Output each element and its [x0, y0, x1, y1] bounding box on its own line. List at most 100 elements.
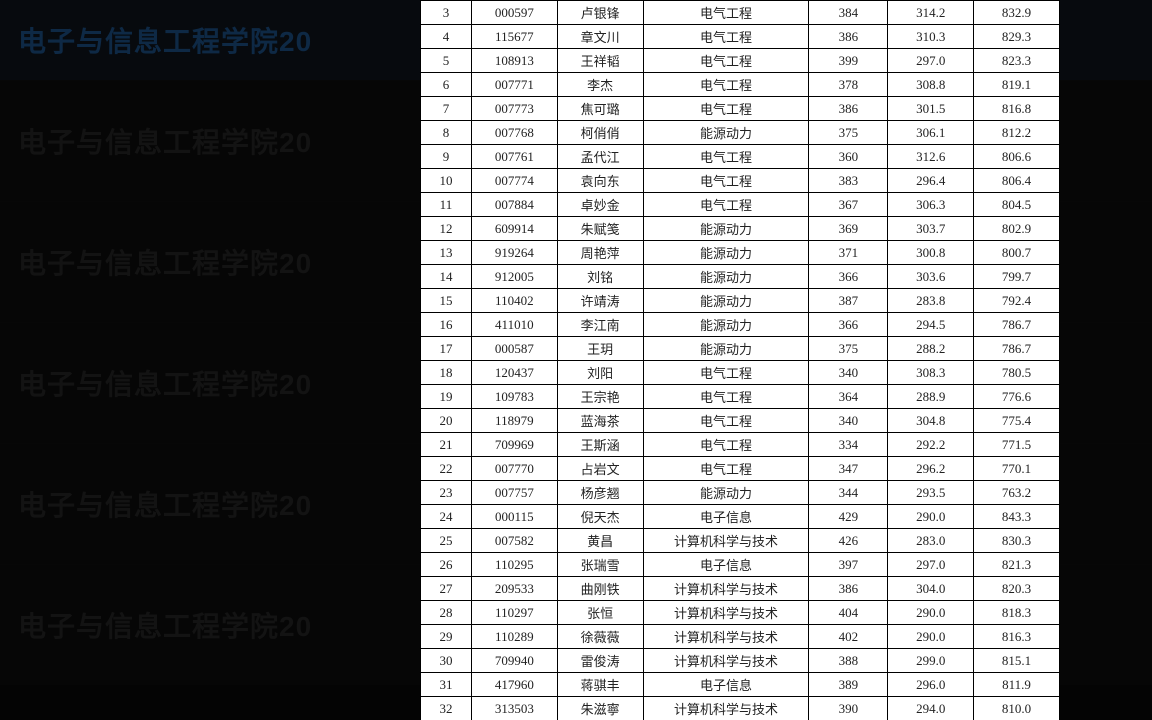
table-row: 19109783王宗艳电气工程364288.9776.6: [421, 385, 1060, 409]
table-cell: 347: [809, 457, 888, 481]
table-cell: 300.8: [888, 241, 974, 265]
table-cell: 378: [809, 73, 888, 97]
table-cell: 110402: [471, 289, 557, 313]
table-cell: 张瑞雪: [557, 553, 643, 577]
table-cell: 计算机科学与技术: [643, 601, 809, 625]
table-cell: 电气工程: [643, 25, 809, 49]
table-cell: 771.5: [974, 433, 1060, 457]
table-cell: 296.0: [888, 673, 974, 697]
table-cell: 371: [809, 241, 888, 265]
table-cell: 000597: [471, 1, 557, 25]
table-cell: 314.2: [888, 1, 974, 25]
table-cell: 308.8: [888, 73, 974, 97]
table-cell: 电气工程: [643, 49, 809, 73]
table-cell: 297.0: [888, 49, 974, 73]
table-cell: 电子信息: [643, 553, 809, 577]
table-cell: 386: [809, 97, 888, 121]
table-cell: 7: [421, 97, 472, 121]
table-cell: 26: [421, 553, 472, 577]
table-cell: 能源动力: [643, 217, 809, 241]
table-row: 22007770占岩文电气工程347296.2770.1: [421, 457, 1060, 481]
table-cell: 775.4: [974, 409, 1060, 433]
table-cell: 计算机科学与技术: [643, 625, 809, 649]
table-row: 6007771李杰电气工程378308.8819.1: [421, 73, 1060, 97]
table-row: 8007768柯俏俏能源动力375306.1812.2: [421, 121, 1060, 145]
table-cell: 383: [809, 169, 888, 193]
table-cell: 799.7: [974, 265, 1060, 289]
table-cell: 369: [809, 217, 888, 241]
table-row: 21709969王斯涵电气工程334292.2771.5: [421, 433, 1060, 457]
table-cell: 许靖涛: [557, 289, 643, 313]
table-cell: 6: [421, 73, 472, 97]
table-cell: 007771: [471, 73, 557, 97]
table-cell: 周艳萍: [557, 241, 643, 265]
table-cell: 16: [421, 313, 472, 337]
table-cell: 20: [421, 409, 472, 433]
table-cell: 800.7: [974, 241, 1060, 265]
table-cell: 340: [809, 409, 888, 433]
table-cell: 王斯涵: [557, 433, 643, 457]
table-cell: 曲刚铁: [557, 577, 643, 601]
table-cell: 能源动力: [643, 481, 809, 505]
table-cell: 23: [421, 481, 472, 505]
table-cell: 390: [809, 697, 888, 720]
table-cell: 18: [421, 361, 472, 385]
table-cell: 812.2: [974, 121, 1060, 145]
document-preview[interactable]: 3000597卢银锋电气工程384314.2832.94115677章文川电气工…: [420, 0, 1060, 720]
table-row: 5108913王祥韬电气工程399297.0823.3: [421, 49, 1060, 73]
table-cell: 399: [809, 49, 888, 73]
table-cell: 806.6: [974, 145, 1060, 169]
table-cell: 007761: [471, 145, 557, 169]
table-cell: 13: [421, 241, 472, 265]
table-row: 24000115倪天杰电子信息429290.0843.3: [421, 505, 1060, 529]
table-cell: 815.1: [974, 649, 1060, 673]
table-cell: 007757: [471, 481, 557, 505]
table-cell: 709969: [471, 433, 557, 457]
table-cell: 黄昌: [557, 529, 643, 553]
table-cell: 5: [421, 49, 472, 73]
table-cell: 000115: [471, 505, 557, 529]
table-cell: 雷俊涛: [557, 649, 643, 673]
table-cell: 3: [421, 1, 472, 25]
table-cell: 288.2: [888, 337, 974, 361]
table-cell: 830.3: [974, 529, 1060, 553]
table-cell: 能源动力: [643, 289, 809, 313]
table-cell: 832.9: [974, 1, 1060, 25]
table-cell: 刘阳: [557, 361, 643, 385]
table-cell: 387: [809, 289, 888, 313]
table-cell: 299.0: [888, 649, 974, 673]
table-cell: 301.5: [888, 97, 974, 121]
table-cell: 24: [421, 505, 472, 529]
table-cell: 11: [421, 193, 472, 217]
table-cell: 29: [421, 625, 472, 649]
table-cell: 340: [809, 361, 888, 385]
table-row: 26110295张瑞雪电子信息397297.0821.3: [421, 553, 1060, 577]
table-cell: 303.7: [888, 217, 974, 241]
table-cell: 290.0: [888, 601, 974, 625]
table-cell: 806.4: [974, 169, 1060, 193]
table-cell: 12: [421, 217, 472, 241]
table-cell: 张恒: [557, 601, 643, 625]
table-row: 18120437刘阳电气工程340308.3780.5: [421, 361, 1060, 385]
table-cell: 283.8: [888, 289, 974, 313]
table-row: 23007757杨彦翘能源动力344293.5763.2: [421, 481, 1060, 505]
table-cell: 384: [809, 1, 888, 25]
table-cell: 王宗艳: [557, 385, 643, 409]
table-cell: 818.3: [974, 601, 1060, 625]
table-cell: 312.6: [888, 145, 974, 169]
table-cell: 电气工程: [643, 193, 809, 217]
table-cell: 802.9: [974, 217, 1060, 241]
table-cell: 电子信息: [643, 505, 809, 529]
table-cell: 007774: [471, 169, 557, 193]
table-cell: 朱滋寧: [557, 697, 643, 720]
table-row: 9007761孟代江电气工程360312.6806.6: [421, 145, 1060, 169]
table-cell: 296.2: [888, 457, 974, 481]
table-cell: 倪天杰: [557, 505, 643, 529]
table-row: 25007582黄昌计算机科学与技术426283.0830.3: [421, 529, 1060, 553]
table-cell: 袁向东: [557, 169, 643, 193]
table-cell: 电气工程: [643, 361, 809, 385]
table-cell: 209533: [471, 577, 557, 601]
table-cell: 283.0: [888, 529, 974, 553]
table-cell: 109783: [471, 385, 557, 409]
table-cell: 计算机科学与技术: [643, 529, 809, 553]
